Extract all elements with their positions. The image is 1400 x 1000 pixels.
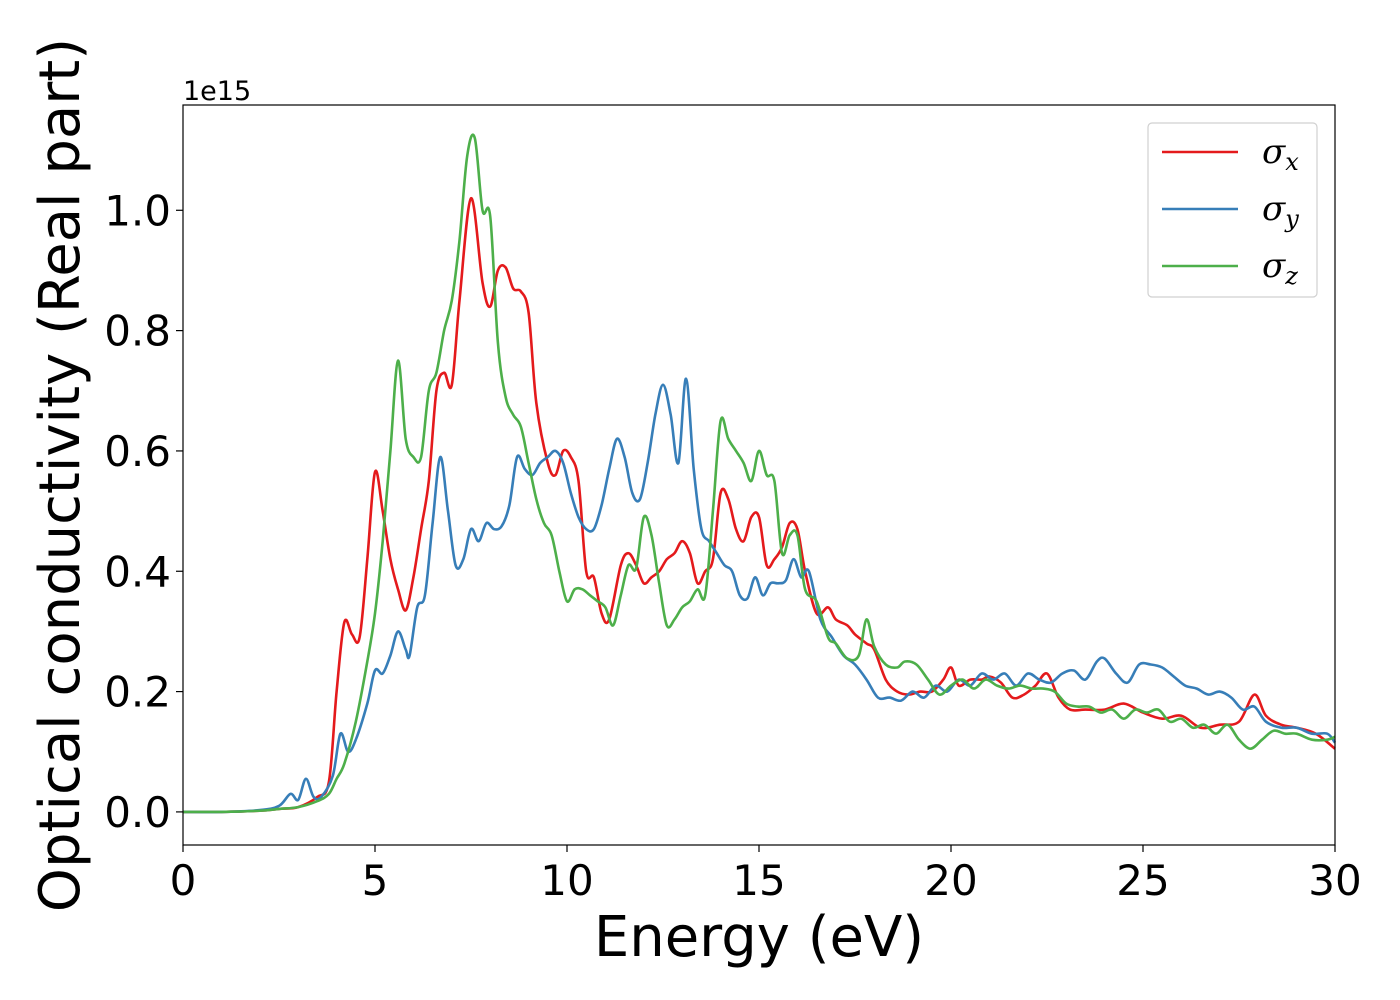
y-axis-title: Optical conductivity (Real part): [28, 38, 93, 912]
x-tick-label: 15: [732, 856, 785, 905]
x-tick-label: 25: [1116, 856, 1169, 905]
series-line-x: [182, 196, 1336, 814]
y-tick-label: 0.0: [104, 788, 171, 837]
x-tick-label: 30: [1308, 856, 1361, 905]
y-tick-label: 0.2: [104, 668, 171, 717]
y-offset-label: 1e15: [183, 76, 251, 107]
x-tick-label: 20: [924, 856, 977, 905]
x-axis-title: Energy (eV): [594, 905, 924, 970]
x-axis: 0 5 10 15 20 25 30: [170, 845, 1362, 905]
y-tick-label: 1.0: [104, 186, 171, 235]
x-tick-label: 5: [362, 856, 389, 905]
y-axis: 0.0 0.2 0.4 0.6 0.8 1.0: [104, 186, 183, 837]
y-tick-label: 0.6: [104, 427, 171, 476]
x-tick-label: 0: [170, 856, 197, 905]
y-tick-label: 0.8: [104, 307, 171, 356]
series-line-y: [182, 377, 1337, 814]
x-tick-label: 10: [540, 856, 593, 905]
series-line-z: [182, 133, 1336, 814]
series-layer: [182, 133, 1337, 814]
y-tick-label: 0.4: [104, 547, 171, 596]
